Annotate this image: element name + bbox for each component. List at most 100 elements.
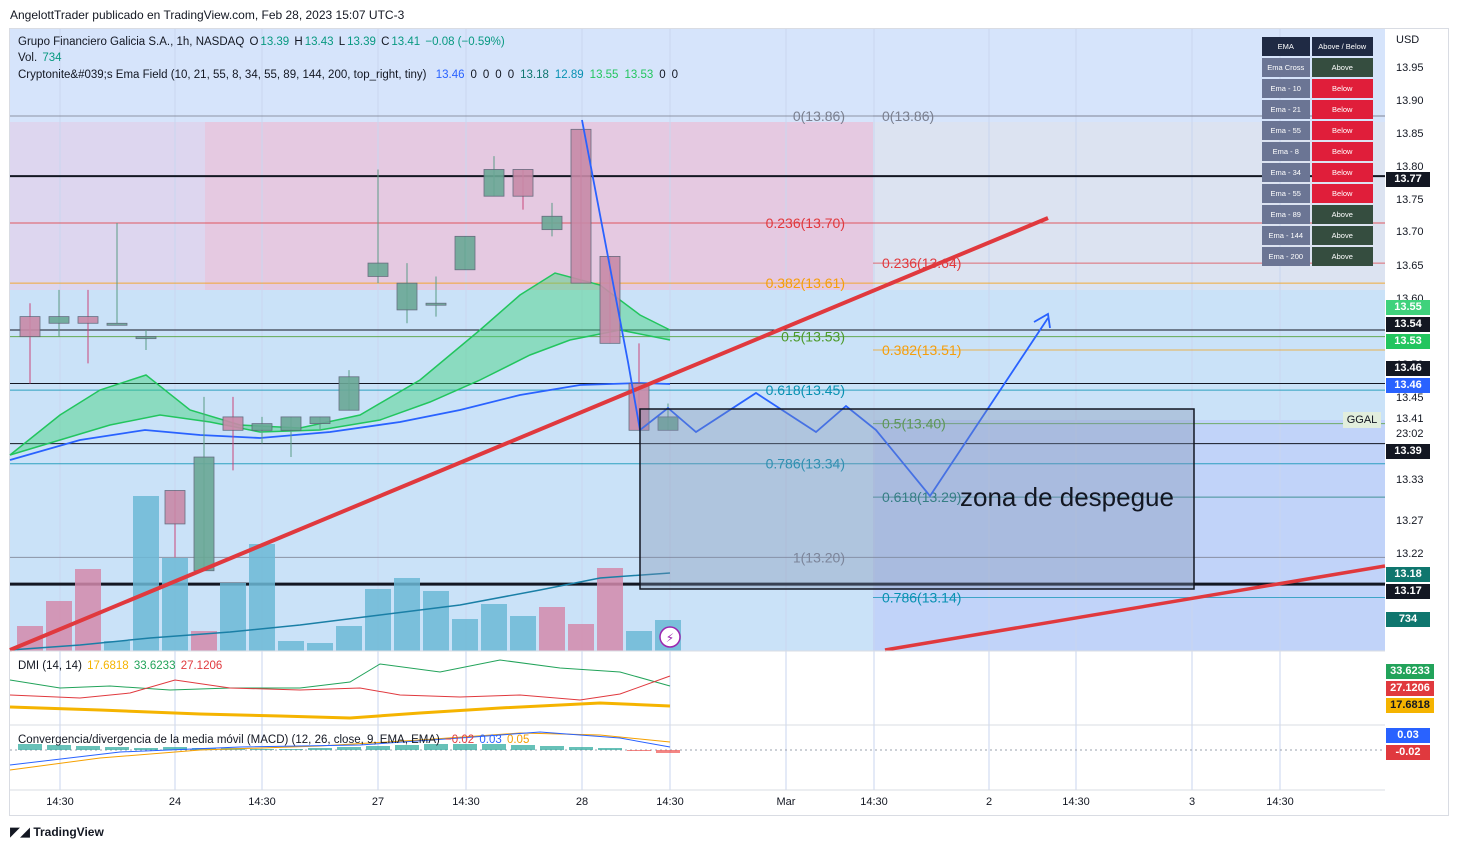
candle-body	[367, 262, 389, 277]
legend-ema-value: 0	[482, 69, 490, 81]
fib-right-label: 0.618(13.29)	[882, 489, 961, 505]
legend-vol: 734	[42, 52, 62, 64]
ema-table-state: Below	[1311, 184, 1373, 203]
candle-body	[251, 423, 273, 431]
ema-table-name: Ema - 55	[1262, 121, 1310, 140]
macd-hist-bar	[337, 747, 361, 750]
legend-ema: Cryptonite&#039;s Ema Field (10, 21, 55,…	[18, 69, 682, 81]
ema-band-fill	[10, 273, 670, 455]
fib-right-label: 0.236(13.64)	[882, 255, 961, 271]
x-tick-label: 14:30	[1062, 796, 1090, 808]
macd-tag: -0.02	[1386, 745, 1430, 760]
trendline-up	[9, 216, 1049, 652]
fib-left-label: 0.5(13.53)	[781, 329, 845, 345]
zone-box	[639, 408, 1195, 590]
legend-h-label: H	[294, 36, 303, 48]
legend-h: 13.43	[304, 36, 334, 48]
fib-right-label: 0(13.86)	[882, 108, 934, 124]
price-tag: 13.55	[1386, 300, 1430, 315]
legend-ema-value: 13.18	[520, 69, 549, 81]
dmi-minus-line	[9, 675, 671, 701]
x-tick-label: 14:30	[452, 796, 480, 808]
x-tick-label: 14:30	[1266, 796, 1294, 808]
volume-bar	[336, 626, 362, 651]
ema-table-state: Below	[1311, 142, 1373, 161]
volume-bar	[423, 591, 449, 651]
fib-left-label: 1(13.20)	[793, 549, 845, 565]
ema-table-name: Ema - 21	[1262, 100, 1310, 119]
legend-ema-values: 13.46 0 0 0 0 13.18 12.89 13.55 13.53 0 0	[432, 69, 680, 81]
x-tick-label: 14:30	[860, 796, 888, 808]
price-tag: 13.77	[1386, 172, 1430, 187]
ema-table-name: Ema - 34	[1262, 163, 1310, 182]
price-tag: 13.39	[1386, 444, 1430, 459]
ema-table-name: Ema - 10	[1262, 79, 1310, 98]
volume-bar	[481, 604, 507, 651]
trendline-lower	[884, 564, 1386, 652]
volume-bar	[539, 607, 565, 651]
legend-dmi-adx: 17.6818	[87, 660, 129, 672]
y-tick-label: 13.65	[1396, 260, 1424, 272]
candle-body	[309, 416, 331, 425]
ema-table-row: Ema - 55 Below	[1262, 184, 1373, 203]
volume-bar	[365, 589, 391, 651]
x-tick-label: Mar	[777, 796, 796, 808]
price-tag: 13.53	[1386, 334, 1430, 349]
legend-main: Grupo Financiero Galicia S.A., 1h, NASDA…	[18, 36, 507, 48]
price-tag: 734	[1386, 612, 1430, 627]
countdown-label: 23:02	[1396, 428, 1424, 440]
legend-ema-value: 0	[659, 69, 666, 81]
volume-bar	[249, 544, 275, 651]
legend-o-label: O	[249, 36, 259, 48]
y-tick-label: 13.95	[1396, 62, 1424, 74]
fib-left-label: 0.618(13.45)	[766, 382, 845, 398]
ema-table-row: Ema - 8 Below	[1262, 142, 1373, 161]
volume-bar	[394, 578, 420, 651]
fib-zone-top	[205, 122, 873, 290]
candle-body	[570, 128, 592, 284]
macd-signal-line	[9, 732, 671, 771]
macd-hist-bar	[308, 748, 332, 750]
legend-symbol: Grupo Financiero Galicia S.A., 1h, NASDA…	[18, 36, 245, 48]
macd-hist-bar	[134, 748, 158, 750]
legend-dmi-minus: 27.1206	[180, 660, 223, 672]
price-tag: 13.54	[1386, 317, 1430, 332]
currency-label: USD	[1396, 34, 1420, 46]
macd-hist-bar	[598, 748, 622, 750]
macd-hist-bar	[656, 750, 680, 753]
y-tick-label: 13.22	[1396, 548, 1424, 560]
macd-hist-bar	[76, 746, 100, 750]
legend-ema-value: 13.46	[435, 69, 465, 81]
macd-hist-bar	[250, 749, 274, 750]
candle-body	[338, 376, 360, 411]
volume-bar	[104, 641, 130, 651]
legend-dmi-plus: 33.6233	[133, 660, 176, 672]
fib-right-label: 0.786(13.14)	[882, 589, 961, 605]
legend-l: 13.39	[347, 36, 376, 48]
legend-ema-value: 0	[470, 69, 477, 81]
legend-macd-signal: 0.05	[506, 734, 530, 746]
ema-table-state: Above	[1311, 205, 1373, 224]
macd-hist-bar	[424, 744, 448, 750]
legend-macd: Convergencia/divergencia de la media móv…	[18, 734, 531, 746]
fib-zone-blue-right	[873, 420, 1385, 651]
ema-table-state: Below	[1311, 79, 1373, 98]
ema-table-state: Above	[1311, 226, 1373, 245]
ema-table-row: Ema - 89 Above	[1262, 205, 1373, 224]
macd-hist-bar	[18, 744, 42, 750]
candle-body	[541, 215, 563, 231]
legend-ema-label: Cryptonite&#039;s Ema Field (10, 21, 55,…	[18, 69, 427, 81]
ema-table-name: Ema Cross	[1262, 58, 1310, 77]
ema-table-state: Below	[1311, 121, 1373, 140]
price-tag-current: 13.41	[1396, 413, 1424, 425]
x-tick-label: 2	[986, 796, 992, 808]
price-tag: 13.18	[1386, 567, 1430, 582]
volume-bar	[75, 569, 101, 651]
candle-body	[77, 316, 99, 324]
volume-bar	[510, 616, 536, 651]
legend-dmi-label: DMI (14, 14)	[18, 660, 82, 672]
y-tick-label: 13.45	[1396, 392, 1424, 404]
macd-hist-bar	[47, 745, 71, 750]
candle-body	[512, 169, 534, 197]
